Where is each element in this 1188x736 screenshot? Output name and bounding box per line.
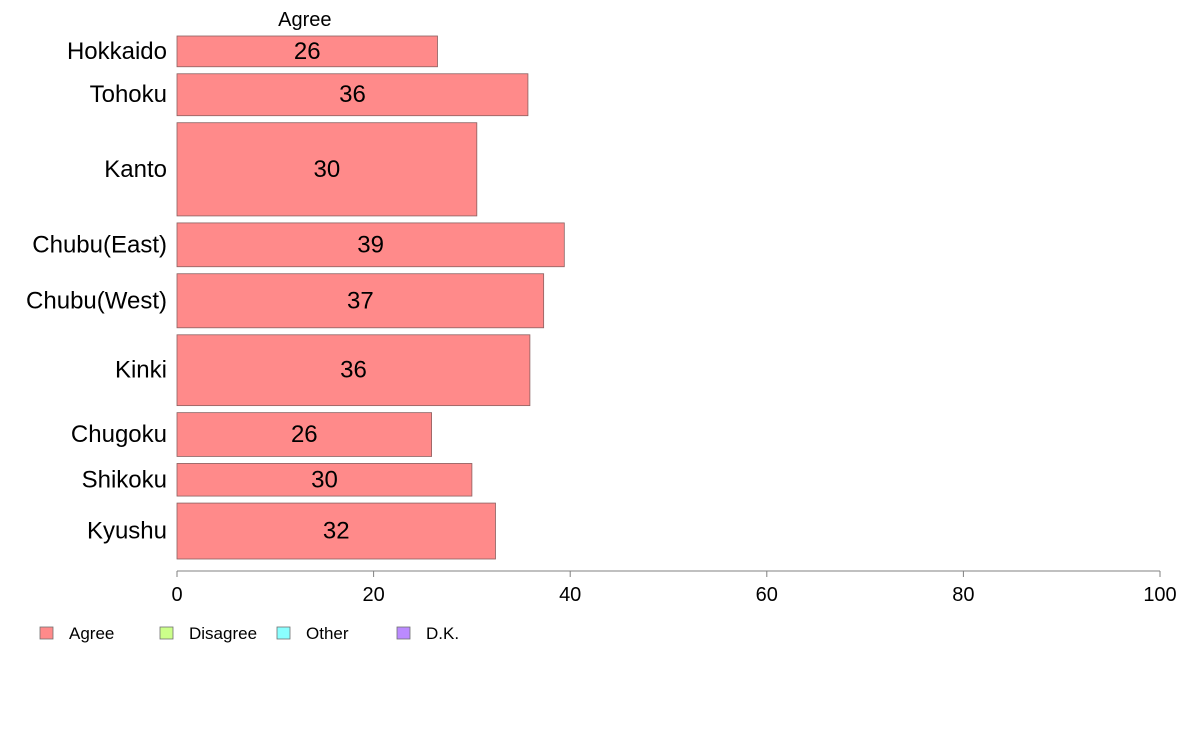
legend-label-d-k: D.K. [426,624,459,643]
value-labels: 26 36 30 39 37 36 26 30 32 [291,38,384,545]
legend-swatch-d-k [396,626,411,640]
bar-chubu-east-agree [176,222,565,268]
category-label-hokkaido: Hokkaido [67,38,167,65]
x-axis: 0 20 40 60 80 100 [171,570,1177,606]
value-label-chubu-east: 39 [357,231,384,258]
x-tick-label-20: 20 [362,584,384,606]
legend-swatch-agree [39,626,54,640]
series-header: Agree [278,9,331,31]
value-label-kinki: 36 [340,357,367,384]
value-label-shikoku: 30 [311,466,338,493]
series-header-label: Agree [278,9,331,31]
legend-swatch-other [276,626,291,640]
legend-label-disagree: Disagree [189,624,257,643]
bar-tohoku-agree [176,73,529,117]
bar-kanto-agree [176,122,478,217]
bar-hokkaido-agree [176,35,438,68]
value-label-chugoku: 26 [291,421,318,448]
category-label-kinki: Kinki [115,357,167,384]
legend-swatch-disagree [159,626,174,640]
category-label-chubu-west: Chubu(West) [26,287,167,314]
value-label-kyushu: 32 [323,518,350,545]
bar-kyushu-agree [176,502,496,560]
value-label-tohoku: 36 [339,81,366,108]
bars-layer [176,35,565,560]
category-label-kanto: Kanto [104,156,167,183]
category-label-tohoku: Tohoku [90,81,167,108]
x-tick-label-80: 80 [952,584,974,606]
bar-chugoku-agree [176,412,432,457]
x-tick-label-60: 60 [756,584,778,606]
value-label-kanto: 30 [314,156,341,183]
legend-label-agree: Agree [69,624,114,643]
legend: Agree Disagree Other D.K. [39,624,459,643]
bar-kinki-agree [176,334,531,407]
x-tick-label-100: 100 [1143,584,1176,606]
category-label-kyushu: Kyushu [87,518,167,545]
x-tick-label-0: 0 [171,584,182,606]
x-tick-label-40: 40 [559,584,581,606]
category-labels: Hokkaido Tohoku Kanto Chubu(East) Chubu(West… [26,38,167,545]
category-label-chugoku: Chugoku [71,421,167,448]
value-label-chubu-west: 37 [347,287,374,314]
value-label-hokkaido: 26 [294,38,321,65]
bar-shikoku-agree [176,463,473,497]
bar-chubu-west-agree [176,273,545,329]
category-label-shikoku: Shikoku [82,466,167,493]
legend-label-other: Other [306,624,349,643]
category-label-chubu-east: Chubu(East) [32,231,167,258]
